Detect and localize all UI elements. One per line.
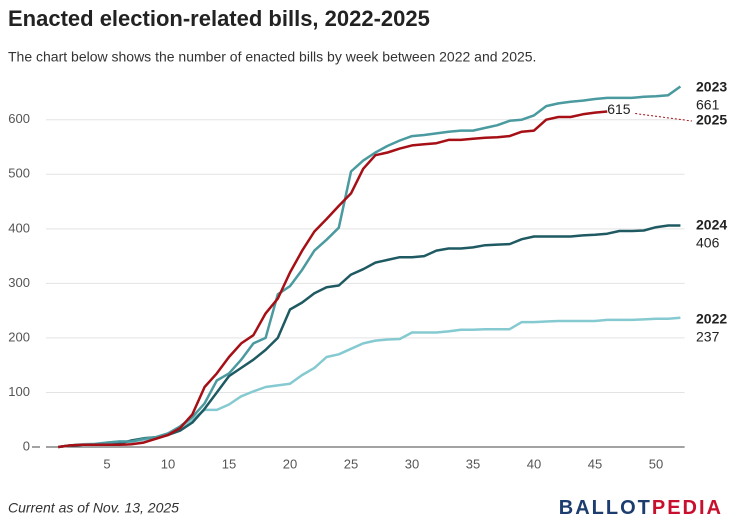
x-tick-label: 10 — [161, 456, 175, 471]
chart-title: Enacted election-related bills, 2022-202… — [8, 6, 430, 31]
logo-part-2: PEDIA — [652, 497, 723, 519]
x-tick-label: 5 — [103, 456, 110, 471]
series-label: 2024 — [696, 217, 727, 233]
end-value-label: 661 — [696, 97, 720, 113]
y-tick-label: 600 — [8, 111, 30, 126]
y-tick-label: 400 — [8, 220, 30, 235]
logo-part-1: BALLOT — [559, 497, 652, 519]
logo: BALLOTPEDIA — [559, 497, 723, 519]
series-line — [58, 85, 682, 449]
end-value-label: 237 — [696, 329, 720, 345]
series-line — [58, 110, 608, 449]
x-tick-label: 20 — [283, 456, 297, 471]
series-line — [58, 224, 681, 449]
x-tick-label: 40 — [527, 456, 541, 471]
y-tick-label: 200 — [8, 329, 30, 344]
x-tick-label: 45 — [588, 456, 602, 471]
x-tick-label: 30 — [405, 456, 419, 471]
x-tick-label: 50 — [649, 456, 663, 471]
y-tick-label: 0 — [23, 438, 30, 453]
footnote: Current as of Nov. 13, 2025 — [8, 500, 179, 516]
series-line — [58, 316, 681, 449]
connector — [635, 113, 693, 122]
x-tick-label: 35 — [466, 456, 480, 471]
y-tick-label: 100 — [8, 384, 30, 399]
chart-subtitle: The chart below shows the number of enac… — [8, 49, 536, 65]
x-tick-label: 15 — [222, 456, 236, 471]
y-tick-label: 300 — [8, 275, 30, 290]
series-label: 2022 — [696, 311, 727, 327]
series-label: 2023 — [696, 79, 727, 95]
series-label: 2025 — [696, 112, 727, 128]
x-tick-label: 25 — [344, 456, 358, 471]
end-value-label: 615 — [607, 101, 631, 117]
y-tick-label: 500 — [8, 166, 30, 181]
end-value-label: 406 — [696, 235, 720, 251]
